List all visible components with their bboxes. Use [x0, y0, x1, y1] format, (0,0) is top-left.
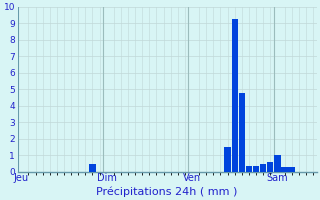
- Bar: [89, 164, 96, 172]
- Bar: [288, 167, 295, 172]
- Bar: [274, 155, 281, 172]
- Bar: [260, 164, 266, 172]
- Bar: [224, 147, 231, 172]
- Bar: [246, 166, 252, 172]
- Bar: [253, 166, 259, 172]
- Bar: [281, 167, 288, 172]
- Bar: [267, 162, 274, 172]
- Bar: [239, 93, 245, 172]
- Bar: [231, 19, 238, 172]
- X-axis label: Précipitations 24h ( mm ): Précipitations 24h ( mm ): [96, 186, 238, 197]
